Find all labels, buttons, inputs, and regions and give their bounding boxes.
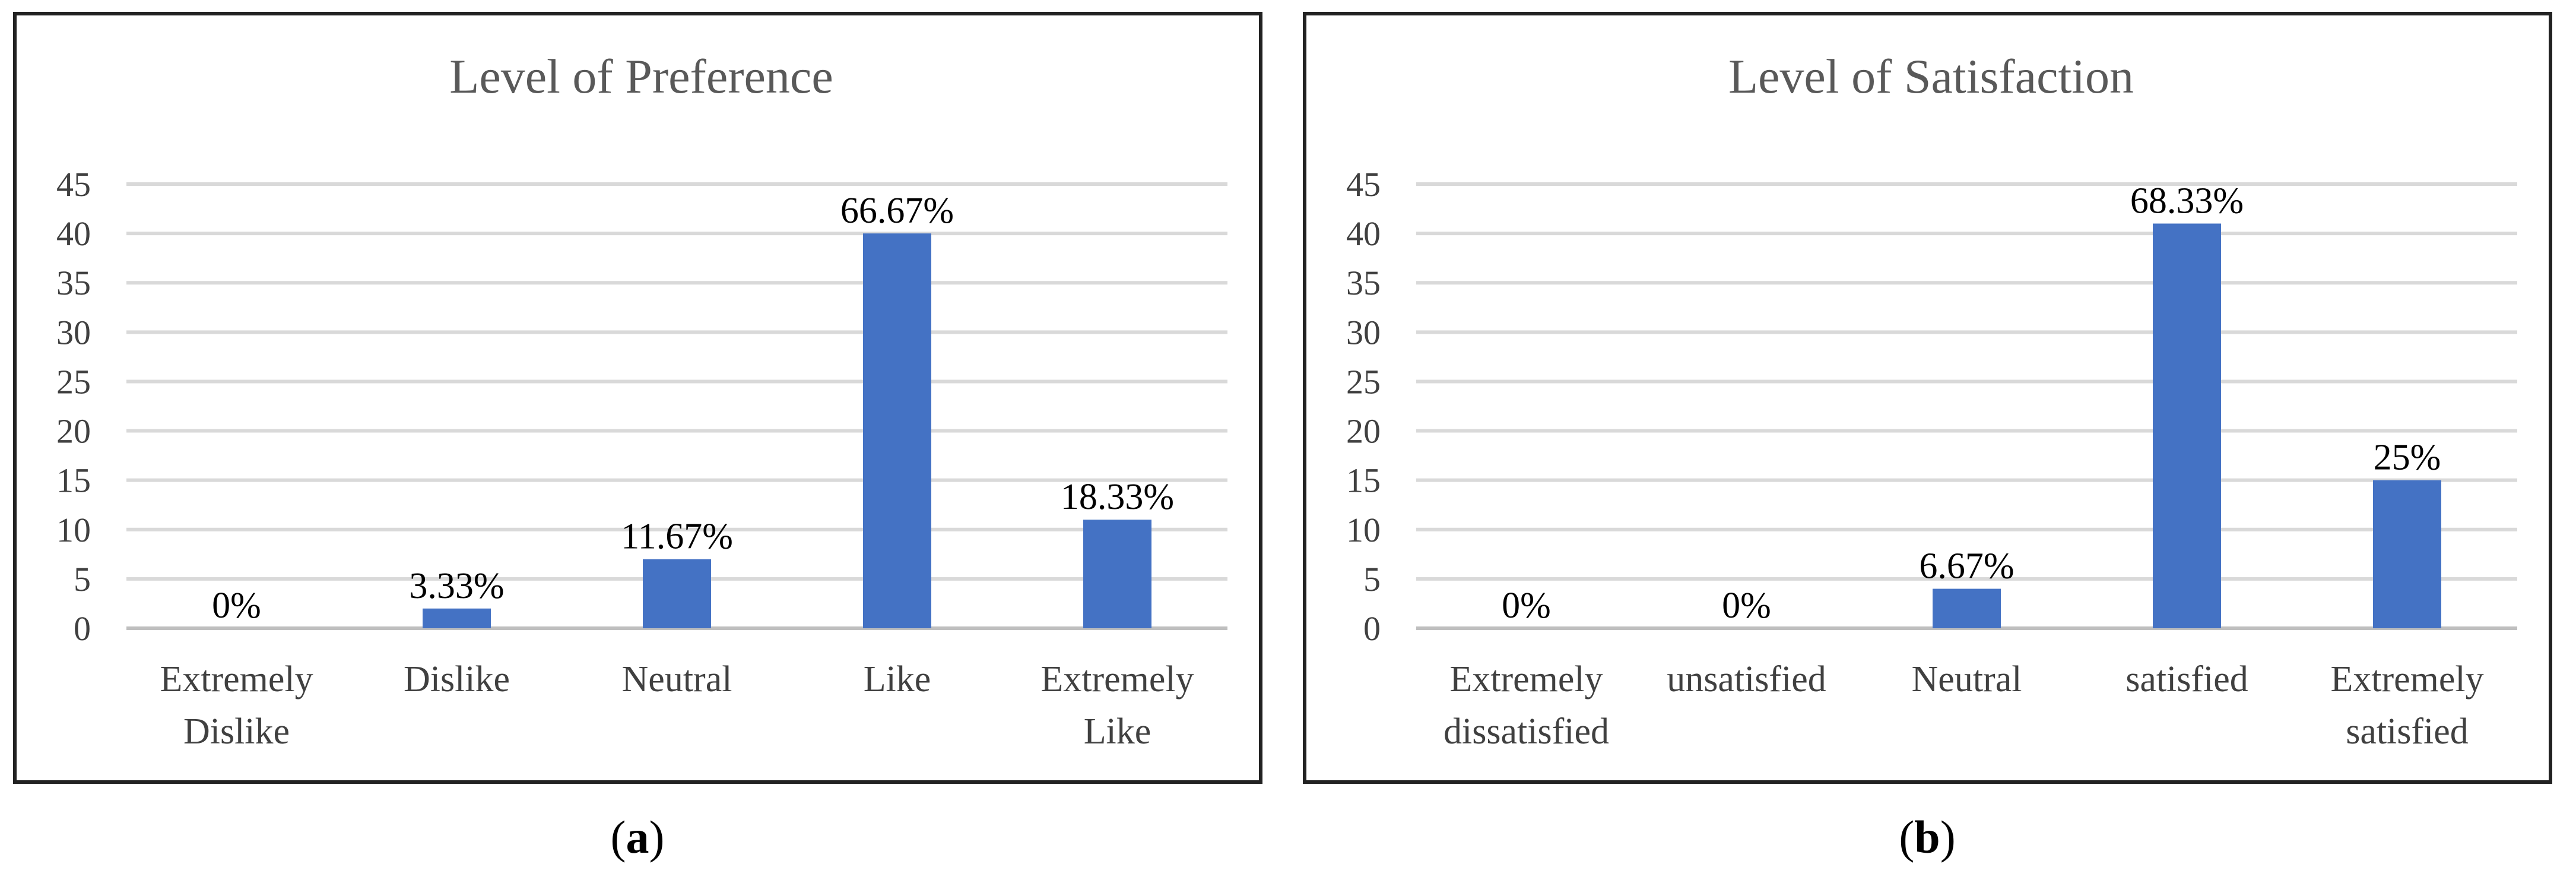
bar <box>1932 588 2001 628</box>
data-label: 3.33% <box>409 566 504 606</box>
bar <box>1083 520 1152 628</box>
data-label: 68.33% <box>2130 181 2244 221</box>
y-tick-label: 40 <box>1346 214 1381 253</box>
y-tick-label: 0 <box>1363 609 1381 648</box>
y-tick-label: 25 <box>1346 362 1381 401</box>
bar <box>2372 480 2442 628</box>
caption-letter: a <box>626 811 649 863</box>
category-label: Dislike <box>404 659 510 700</box>
data-label: 25% <box>2374 438 2441 478</box>
y-tick-label: 15 <box>56 461 91 500</box>
chart-title: Level of Satisfaction <box>1728 49 2134 103</box>
y-tick-label: 30 <box>1346 313 1381 352</box>
y-tick-label: 20 <box>1346 412 1381 451</box>
panel-caption-b: (b) <box>1838 811 2016 864</box>
category-label: Dislike <box>183 711 290 752</box>
y-tick-label: 15 <box>1346 461 1381 500</box>
y-tick-label: 35 <box>1346 264 1381 302</box>
category-label: Extremely <box>2330 659 2483 700</box>
bar <box>422 608 491 628</box>
caption-open-paren: ( <box>610 811 626 863</box>
panel-caption-a: (a) <box>548 811 727 864</box>
y-tick-label: 45 <box>56 165 91 204</box>
category-label: Like <box>864 659 931 700</box>
y-tick-label: 10 <box>1346 511 1381 549</box>
category-label: satisfied <box>2346 711 2469 752</box>
category-label: Neutral <box>1912 659 2022 700</box>
category-label: Extremely <box>1449 659 1603 700</box>
data-label: 18.33% <box>1061 477 1174 517</box>
bar <box>862 233 932 629</box>
data-label: 0% <box>1722 585 1771 626</box>
y-tick-label: 30 <box>56 313 91 352</box>
chart-panel-b: Level of Satisfaction 0 5 10 15 20 25 30 35 40 45 0… <box>1303 12 2552 784</box>
caption-open-paren: ( <box>1899 811 1915 863</box>
data-label: 0% <box>212 585 261 626</box>
y-tick-label: 40 <box>56 214 91 253</box>
y-tick-label: 5 <box>74 560 91 599</box>
bar <box>642 559 712 628</box>
caption-letter: b <box>1914 811 1940 863</box>
y-tick-label: 10 <box>56 511 91 549</box>
category-label: Extremely <box>160 659 313 700</box>
bar-chart-preference: Level of Preference 0 5 10 15 20 25 30 35 40 45 0% E… <box>56 49 1227 752</box>
chart-title: Level of Preference <box>449 49 833 103</box>
bar <box>2152 223 2222 628</box>
data-label: 11.67% <box>621 517 733 557</box>
y-tick-label: 35 <box>56 264 91 302</box>
category-label: Like <box>1084 711 1151 752</box>
y-tick-label: 45 <box>1346 165 1381 204</box>
data-label: 66.67% <box>840 191 954 231</box>
category-label: Neutral <box>622 659 732 700</box>
category-label: unsatisfied <box>1667 659 1826 700</box>
data-label: 0% <box>1502 585 1551 626</box>
y-tick-label: 0 <box>74 609 91 648</box>
y-tick-label: 20 <box>56 412 91 451</box>
caption-close-paren: ) <box>649 811 665 863</box>
category-label: dissatisfied <box>1444 711 1609 752</box>
chart-panel-a: Level of Preference 0 5 10 15 20 25 30 35 40 45 0% E… <box>13 12 1262 784</box>
y-tick-label: 25 <box>56 362 91 401</box>
data-label: 6.67% <box>1919 546 2014 587</box>
y-tick-label: 5 <box>1363 560 1381 599</box>
caption-close-paren: ) <box>1940 811 1956 863</box>
category-label: satisfied <box>2125 659 2248 700</box>
category-label: Extremely <box>1040 659 1194 700</box>
bar-chart-satisfaction: Level of Satisfaction 0 5 10 15 20 25 30 35 40 45 0… <box>1346 49 2517 752</box>
